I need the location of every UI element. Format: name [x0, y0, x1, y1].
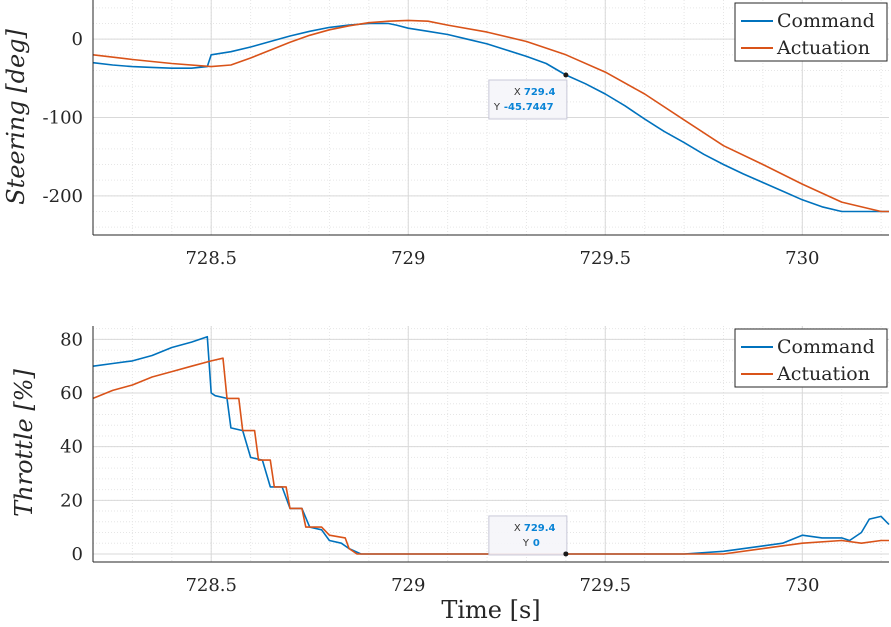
- y-tick-label: -100: [43, 108, 83, 129]
- x-tick-label: 730: [785, 575, 819, 596]
- y-tick-label: -200: [43, 186, 83, 207]
- legend-entry-actuation: Actuation: [776, 363, 870, 385]
- datatip-marker: [563, 72, 569, 78]
- x-tick-label: 728.5: [185, 248, 237, 269]
- y-axis-label: Steering [deg]: [2, 28, 30, 204]
- x-tick-label: 729: [391, 575, 425, 596]
- y-tick-label: 80: [60, 329, 83, 350]
- chart-panel-2: 728.5 729 729.5 730 0 20 40 60 80 Throttle [%] Tim…: [10, 326, 890, 624]
- y-tick-label: 0: [72, 29, 83, 50]
- datatip-marker: [563, 551, 569, 557]
- datatip: X 729.4 Y 0: [488, 515, 569, 557]
- datatip-box: [488, 515, 568, 556]
- x-tick-label: 729: [391, 248, 425, 269]
- series-line-command: [92, 22, 889, 213]
- datatip: X 729.4 Y -45.7447: [488, 72, 569, 120]
- chart-panel-1: 728.5 729 729.5 730 0 -100 -200 Steering [deg] C…: [2, 0, 889, 269]
- datatip-y-key: Y: [522, 538, 530, 549]
- legend-box: [734, 2, 888, 62]
- datatip-x-key: X: [514, 87, 521, 98]
- legend: Command Actuation: [734, 2, 888, 62]
- datatip-x-value: 729.4: [524, 523, 556, 534]
- series-line-actuation: [92, 357, 889, 555]
- datatip-x-value: 729.4: [524, 87, 556, 98]
- y-tick-label: 20: [60, 490, 83, 511]
- datatip-y-key: Y: [493, 102, 501, 113]
- y-axis-label: Throttle [%]: [10, 369, 38, 517]
- series-line-command: [92, 335, 890, 555]
- legend-entry-command: Command: [777, 10, 875, 32]
- datatip-x-key: X: [514, 523, 521, 534]
- legend-box: [734, 328, 888, 388]
- datatip-y-value: -45.7447: [504, 102, 554, 113]
- x-tick-label: 729.5: [580, 575, 632, 596]
- datatip-y-value: 0: [533, 538, 540, 549]
- x-tick-label: 728.5: [185, 575, 237, 596]
- series-line-actuation: [92, 19, 889, 213]
- x-tick-label: 729.5: [580, 248, 632, 269]
- x-axis-label: Time [s]: [441, 596, 540, 624]
- legend-entry-command: Command: [777, 336, 875, 358]
- legend: Command Actuation: [734, 328, 888, 388]
- datatip-box: [488, 79, 568, 120]
- y-tick-label: 40: [60, 437, 83, 458]
- x-tick-label: 730: [785, 248, 819, 269]
- legend-entry-actuation: Actuation: [776, 37, 870, 59]
- y-tick-label: 60: [60, 383, 83, 404]
- y-tick-label: 0: [72, 544, 83, 565]
